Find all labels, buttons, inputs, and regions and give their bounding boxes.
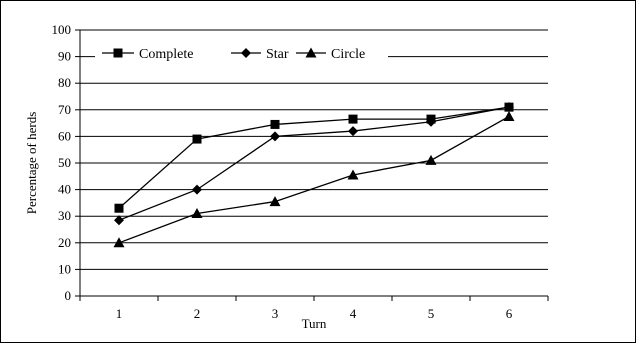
axes (75, 29, 549, 301)
series-line-complete (118, 106, 510, 209)
legend-label: Complete (139, 47, 193, 62)
data-point-star-1 (114, 215, 124, 226)
x-tick-label: 2 (194, 306, 201, 321)
y-tick-label: 100 (52, 22, 72, 37)
y-tick-label: 20 (58, 235, 71, 250)
data-point-complete-3 (270, 119, 280, 129)
series-line-star (118, 106, 510, 221)
x-tick-label: 3 (272, 306, 279, 321)
data-point-circle-5 (425, 154, 437, 165)
series-line-circle (118, 115, 510, 244)
legend-label: Circle (331, 47, 365, 62)
y-tick-label: 80 (58, 75, 71, 90)
data-point-circle-3 (269, 196, 281, 207)
data-point-star-4 (348, 126, 358, 137)
y-tick-label: 60 (58, 128, 71, 143)
y-tick-label: 70 (58, 102, 71, 117)
data-point-complete-2 (192, 134, 202, 144)
series-layer (113, 102, 515, 248)
x-tick-label: 6 (506, 306, 513, 321)
data-point-star-5 (426, 116, 436, 127)
legend-marker-diamond (241, 48, 251, 58)
data-point-circle-2 (191, 208, 203, 219)
y-tick-label: 90 (58, 49, 71, 64)
data-point-star-2 (192, 184, 202, 195)
legend-marker-square (113, 48, 123, 58)
series-circle (113, 110, 515, 248)
data-point-complete-1 (114, 203, 124, 213)
data-point-circle-6 (503, 110, 515, 121)
data-point-circle-4 (347, 169, 359, 180)
y-tick-label: 30 (58, 208, 71, 223)
y-tick-label: 10 (58, 261, 71, 276)
data-point-complete-4 (348, 114, 358, 124)
legend: Complete Star Circle (95, 42, 388, 64)
data-point-circle-1 (113, 237, 125, 248)
data-point-star-3 (270, 131, 280, 142)
data-point-star-6 (504, 102, 514, 113)
legend-label: Star (266, 47, 289, 62)
legend-item-complete: Complete (102, 47, 193, 62)
legend-marker-triangle (305, 47, 317, 58)
legend-item-star: Star (231, 47, 289, 62)
x-axis-title: Turn (302, 316, 327, 331)
x-tick-label: 1 (116, 306, 123, 321)
x-tick-label: 4 (350, 306, 357, 321)
y-tick-label: 0 (65, 288, 72, 303)
x-tick-label: 5 (428, 306, 435, 321)
series-star (114, 102, 514, 226)
y-axis-title: Percentage of herds (24, 112, 39, 215)
tick-labels: 0 10 20 30 40 50 60 70 80 90 100 1 2 3 4 5 6 (52, 22, 513, 321)
y-tick-label: 50 (58, 155, 71, 170)
legend-item-circle: Circle (296, 47, 365, 62)
y-tick-label: 40 (58, 182, 71, 197)
